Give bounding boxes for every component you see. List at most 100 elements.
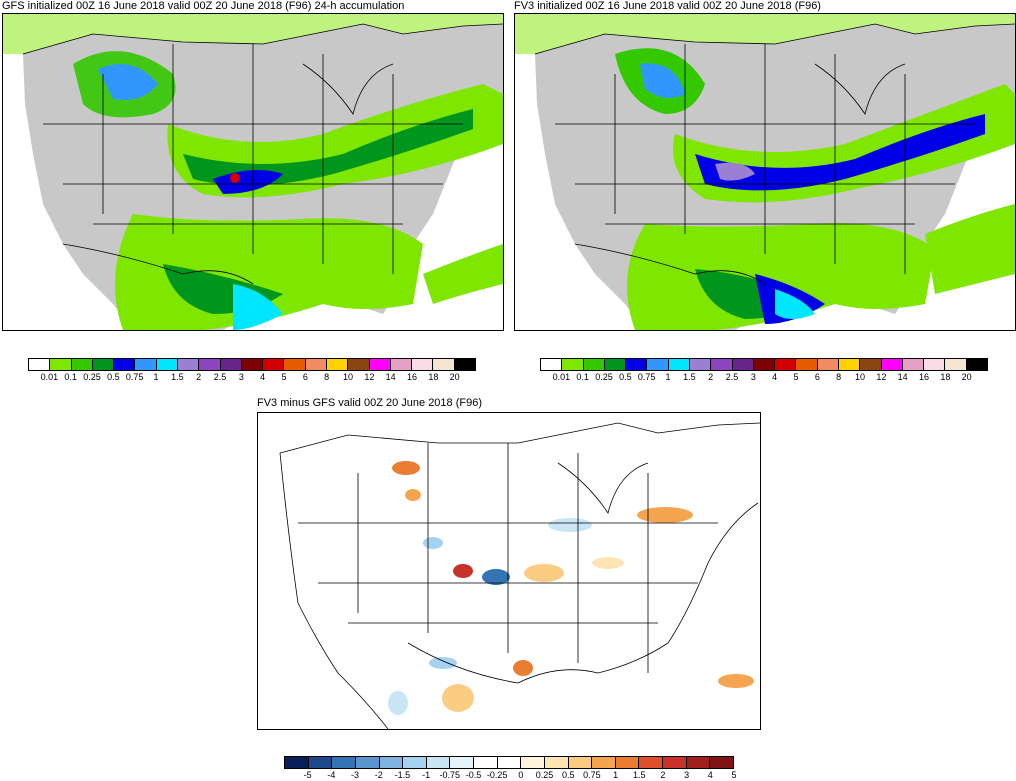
colorbar-tick-label: 6 (302, 372, 308, 382)
colorbar-swatch (29, 359, 51, 370)
colorbar-swatch (753, 359, 776, 370)
colorbar-labels: 0.01 0.1 0.25 0.5 0.75 1 1.5 2 2.5 3 4 5 6 8 10 12 14 16 1… (540, 371, 988, 383)
colorbar-swatch (881, 359, 903, 370)
colorbar-tick-label: 2 (708, 372, 714, 382)
colorbar-tick-label: 4 (707, 770, 713, 780)
colorbar-labels: 0.01 0.1 0.25 0.5 0.75 1 1.5 2 2.5 3 4 5 6 8 10 12 14 16 1… (28, 371, 476, 383)
colorbar-tick-label: 6 (814, 372, 820, 382)
colorbar-tick-label: 16 (406, 372, 418, 382)
colorbar-tick-label: 18 (428, 372, 439, 382)
colorbar-swatch (474, 757, 498, 768)
colorbar-tick-label: 14 (385, 372, 396, 382)
colorbar-tick-label: 3 (238, 372, 244, 382)
colorbar-swatch (604, 359, 627, 370)
colorbar-swatch (454, 359, 475, 370)
colorbar-swatch (945, 359, 967, 370)
colorbar-swatch (308, 757, 333, 768)
colorbar-swatch (562, 359, 584, 370)
gfs-panel-title: GFS initialized 00Z 16 June 2018 valid 0… (2, 0, 405, 12)
colorbar-tick-label: 8 (836, 372, 842, 382)
colorbar-swatch (924, 359, 946, 370)
colorbar-swatch (732, 359, 754, 370)
colorbar-tick-label: 3 (750, 372, 756, 382)
colorbar-tick-label: -0.75 (439, 770, 461, 780)
colorbar-swatch (177, 359, 200, 370)
colorbar-tick-label: 5 (793, 372, 799, 382)
colorbar-tick-label: 14 (897, 372, 908, 382)
colorbar-swatch (541, 359, 563, 370)
colorbar-tick-label: -1.5 (394, 770, 411, 780)
colorbar-tick-label: 0.25 (595, 372, 613, 382)
colorbar-swatch (433, 359, 455, 370)
colorbar-swatch (114, 359, 136, 370)
colorbar-tick-label: 1 (665, 372, 671, 382)
colorbar-swatch (390, 359, 413, 370)
colorbar-swatch (241, 359, 264, 370)
colorbar-tick-label: -3 (351, 770, 360, 780)
diff-precip-map (257, 412, 761, 730)
colorbar-swatch (355, 757, 380, 768)
colorbar-swatch (379, 757, 404, 768)
diff-colorbar: -5 -4 -3 -2 -1.5 -1 -0.75 -0.5 -0.25 0 0.25 0.5 0.75… (284, 756, 737, 781)
colorbar-swatch (71, 359, 93, 370)
fv3-panel-title: FV3 initialized 00Z 16 June 2018 valid 0… (514, 0, 821, 12)
colorbar-swatch (568, 757, 593, 768)
gfs-precip-map (2, 13, 504, 331)
colorbar-tick-label: 0.25 (83, 372, 101, 382)
colorbar-tick-label: 2 (660, 770, 666, 780)
colorbar-tick-label: 12 (876, 372, 887, 382)
colorbar-tick-label: 0.01 (552, 372, 571, 382)
colorbar-swatch (668, 359, 690, 370)
precip-shading (3, 14, 503, 330)
fv3-precip-colorbar: 0.01 0.1 0.25 0.5 0.75 1 1.5 2 2.5 3 4 5 6 8 10 12 14 16 1… (540, 358, 988, 383)
colorbar-tick-label: 5 (731, 770, 737, 780)
gfs-precip-colorbar: 0.01 0.1 0.25 0.5 0.75 1 1.5 2 2.5 3 4 5 6 8 10 12 14 16 1… (28, 358, 476, 383)
colorbar-swatch (326, 359, 349, 370)
diff-shading (388, 461, 754, 715)
colorbar-tick-label: -0.25 (486, 770, 508, 780)
colorbar-tick-label: 10 (342, 372, 354, 382)
colorbar-swatch (710, 757, 733, 768)
colorbar-tick-label: 8 (324, 372, 330, 382)
colorbar-tick-label: 18 (940, 372, 951, 382)
colorbar-swatch (544, 757, 569, 768)
colorbar-tick-label: 10 (854, 372, 866, 382)
colorbar-tick-label: 1 (613, 770, 619, 780)
colorbar-tick-label: 1.5 (683, 372, 696, 382)
precip-shading (515, 14, 1015, 330)
colorbar-swatches (28, 358, 476, 371)
colorbar-swatch (521, 757, 545, 768)
colorbar-tick-label: 5 (281, 372, 287, 382)
colorbar-swatch (220, 359, 242, 370)
colorbar-swatch (711, 359, 733, 370)
colorbar-tick-label: 0.1 (576, 372, 589, 382)
colorbar-swatch (284, 359, 306, 370)
colorbar-swatches (540, 358, 988, 371)
colorbar-swatch (686, 757, 711, 768)
colorbar-swatch (135, 359, 157, 370)
colorbar-swatch (199, 359, 221, 370)
colorbar-swatch (615, 757, 640, 768)
colorbar-swatch (369, 359, 391, 370)
borders (279, 422, 760, 729)
colorbar-tick-label: -0.5 (465, 770, 482, 780)
colorbar-swatch (332, 757, 356, 768)
colorbar-swatch (348, 359, 370, 370)
colorbar-tick-label: -5 (303, 770, 312, 780)
colorbar-swatch (592, 757, 616, 768)
colorbar-swatch (626, 359, 648, 370)
colorbar-tick-label: 0.5 (619, 372, 632, 382)
colorbar-tick-label: 1.5 (632, 770, 646, 780)
colorbar-swatch (403, 757, 427, 768)
colorbar-tick-label: 0.75 (583, 770, 601, 780)
colorbar-tick-label: 2 (196, 372, 202, 382)
colorbar-tick-label: 0.75 (637, 372, 656, 382)
colorbar-swatch (647, 359, 669, 370)
colorbar-swatch (92, 359, 115, 370)
colorbar-swatch (285, 757, 309, 768)
colorbar-tick-label: 20 (449, 372, 460, 382)
colorbar-swatch (639, 757, 663, 768)
colorbar-tick-label: 0 (518, 770, 524, 780)
colorbar-tick-label: -1 (422, 770, 431, 780)
colorbar-tick-label: -4 (327, 770, 336, 780)
